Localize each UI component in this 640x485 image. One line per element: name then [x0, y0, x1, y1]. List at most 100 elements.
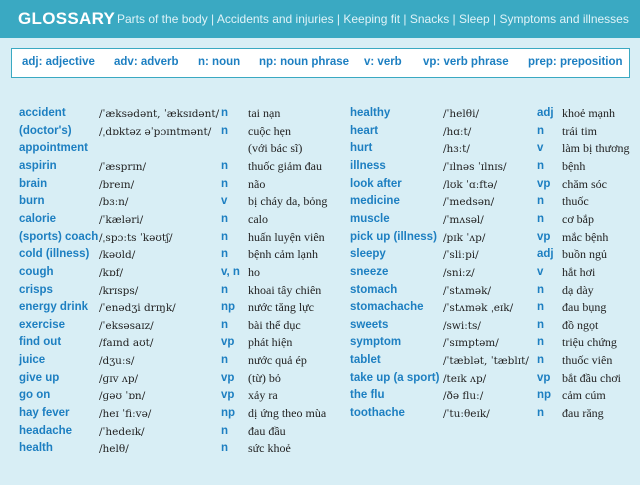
word: look after [350, 177, 402, 190]
meaning: xảy ra [248, 388, 278, 403]
pronunciation: /heɪ ˈfiːvə/ [99, 408, 152, 421]
pronunciation: /helθ/ [99, 443, 129, 456]
meaning: thuốc giảm đau [248, 158, 322, 173]
meaning: nước tăng lực [248, 300, 314, 315]
part-of-speech: n [221, 177, 229, 190]
meaning: làm bị thương [562, 141, 630, 156]
word: toothache [350, 407, 405, 420]
part-of-speech: n [537, 283, 545, 296]
pronunciation: /ˈtuːθeɪk/ [443, 408, 490, 421]
pronunciation: /teɪk ʌp/ [443, 372, 487, 385]
meaning: cảm cúm [562, 388, 606, 403]
word: sweets [350, 318, 389, 331]
pronunciation: /kəʊld/ [99, 249, 136, 262]
pronunciation: /ˈstʌmək/ [443, 284, 492, 297]
pronunciation: /ɡɪv ʌp/ [99, 372, 139, 385]
abbreviation: vp: verb phrase [423, 56, 509, 68]
part-of-speech: adj [537, 248, 554, 261]
pronunciation: /ˈmedsən/ [443, 196, 495, 209]
part-of-speech: n [221, 248, 229, 261]
pronunciation: /krɪsps/ [99, 284, 139, 297]
abbreviation: np: noun phrase [259, 56, 350, 68]
meaning: (với bác sĩ) [248, 141, 303, 156]
part-of-speech: vp [221, 336, 235, 349]
meaning: thuốc [562, 194, 589, 209]
part-of-speech: vp [221, 371, 235, 384]
part-of-speech: vp [537, 177, 551, 190]
word: appointment [19, 142, 88, 155]
word: energy drink [19, 301, 89, 314]
meaning: đau bụng [562, 300, 607, 315]
pronunciation: /ˈhelθi/ [443, 108, 479, 120]
pronunciation: /sniːz/ [443, 266, 475, 279]
pronunciation: /ˈhedeɪk/ [99, 425, 145, 438]
part-of-speech: np [221, 407, 236, 420]
word: health [19, 442, 53, 455]
part-of-speech: n [221, 230, 229, 243]
meaning: cuộc hẹn [248, 123, 291, 138]
meaning: bắt đầu chơi [562, 370, 621, 385]
word: exercise [19, 318, 66, 331]
word: brain [19, 177, 48, 190]
pronunciation: /ˌspɔːts ˈkəʊtʃ/ [99, 231, 173, 244]
word: muscle [350, 212, 390, 225]
pronunciation: /faɪnd aʊt/ [99, 337, 154, 350]
word: go on [19, 389, 51, 402]
pronunciation: /ˈmʌsəl/ [443, 213, 484, 226]
word: accident [19, 107, 66, 119]
meaning: calo [248, 211, 268, 226]
pronunciation: /lʊk ˈɑːftə/ [443, 178, 498, 191]
pronunciation: /pɪk ˈʌp/ [443, 231, 486, 244]
word: crisps [19, 283, 53, 296]
pronunciation: /ðə fluː/ [443, 390, 484, 403]
word: healthy [350, 107, 391, 119]
part-of-speech: n [221, 283, 229, 296]
pronunciation: /ˈenədʒi drɪŋk/ [99, 302, 176, 315]
word: hurt [350, 142, 373, 155]
part-of-speech: v [537, 265, 544, 278]
word: cold (illness) [19, 248, 90, 261]
pronunciation: /ˈeksəsaɪz/ [99, 319, 154, 332]
word: the flu [350, 389, 385, 402]
meaning: dạ dày [562, 282, 594, 297]
abbreviation: prep: preposition [528, 56, 623, 68]
meaning: đồ ngọt [562, 317, 599, 332]
pronunciation: /ˈtæblət, ˈtæblɪt/ [443, 355, 529, 368]
part-of-speech: n [537, 212, 545, 225]
pronunciation: /ˌdɒktəz əˈpɔɪntmənt/ [99, 125, 212, 138]
meaning: (từ) bỏ [248, 370, 281, 385]
word: symptom [350, 336, 402, 349]
word: sneeze [350, 265, 389, 278]
word: find out [19, 336, 62, 349]
word: (sports) coach [19, 230, 99, 243]
word: pick up (illness) [350, 230, 437, 243]
part-of-speech: n [221, 318, 229, 331]
part-of-speech: n [221, 442, 229, 455]
part-of-speech: vp [537, 230, 551, 243]
meaning: đau răng [562, 406, 604, 421]
word: calorie [19, 212, 57, 225]
word: burn [19, 195, 45, 208]
meaning: đau đầu [248, 423, 286, 438]
pronunciation: /ˈsɪmptəm/ [443, 337, 499, 350]
meaning: phát hiện [248, 335, 293, 350]
part-of-speech: v, n [221, 265, 240, 278]
meaning: bị cháy da, bỏng [248, 194, 328, 209]
part-of-speech: vp [221, 389, 235, 402]
meaning: thuốc viên [562, 353, 613, 368]
word: take up (a sport) [350, 371, 440, 384]
word: hay fever [19, 407, 70, 420]
pronunciation: /ɡəʊ ˈɒn/ [99, 390, 146, 403]
header-bar: GLOSSARY Parts of the body | Accidents a… [0, 0, 640, 38]
meaning: ho [248, 264, 260, 279]
part-of-speech: n [221, 212, 229, 225]
meaning: triệu chứng [562, 335, 617, 350]
pronunciation: /swiːts/ [443, 319, 481, 332]
meaning: khoai tây chiên [248, 282, 322, 297]
meaning: bệnh cảm lạnh [248, 247, 318, 262]
pronunciation: /kɒf/ [99, 266, 124, 279]
part-of-speech: np [537, 389, 552, 402]
pronunciation: /breɪn/ [99, 178, 135, 191]
meaning: tai nạn [248, 106, 281, 120]
meaning: huấn luyện viên [248, 229, 325, 244]
